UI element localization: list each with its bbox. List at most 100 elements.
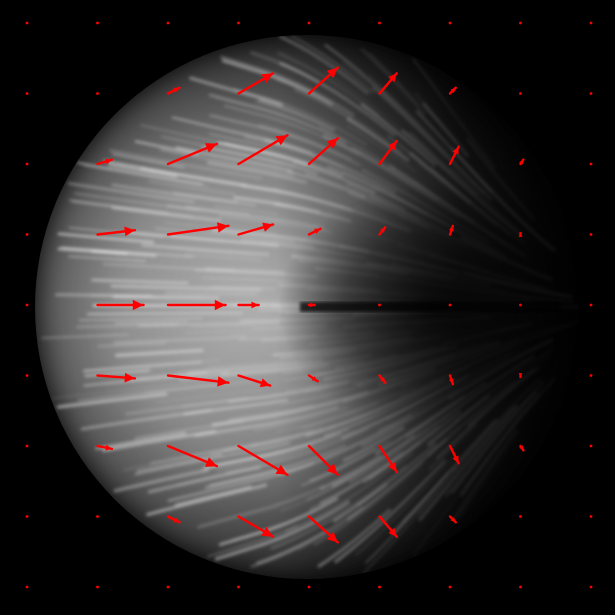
vector-arrow-dot	[96, 515, 99, 518]
vector-arrow	[589, 92, 593, 95]
vector-arrow	[519, 158, 525, 166]
vector-arrow	[96, 21, 99, 25]
vector-arrow-head	[326, 531, 338, 543]
vector-arrow-head	[326, 138, 338, 149]
vector-arrow-head	[519, 445, 524, 451]
vector-arrow-dot	[25, 233, 29, 236]
vector-arrow	[589, 515, 593, 518]
vector-arrows	[25, 21, 593, 589]
vector-arrow-dot	[589, 162, 593, 166]
vector-arrow	[378, 374, 387, 384]
vector-arrow	[25, 374, 29, 377]
vector-arrow-dot	[519, 515, 522, 518]
vector-arrow-head	[388, 527, 397, 537]
vector-arrow-head	[452, 455, 459, 464]
vector-arrow-dot	[307, 21, 311, 25]
vector-arrow	[166, 222, 230, 236]
vector-arrow	[519, 585, 522, 589]
vector-arrow	[237, 222, 275, 236]
vector-arrow-dot	[96, 585, 99, 589]
vector-arrow-head	[105, 444, 112, 451]
vector-arrow-head	[205, 457, 217, 467]
vector-arrow	[25, 233, 29, 236]
vector-arrow	[519, 92, 522, 95]
vector-arrow-head	[262, 222, 274, 232]
vector-arrow	[25, 515, 29, 518]
vector-arrow	[166, 142, 219, 166]
vector-arrow	[589, 233, 593, 236]
vector-arrow	[589, 374, 593, 377]
vector-arrow-dot	[25, 585, 29, 589]
vector-arrow-head	[214, 299, 226, 311]
vector-arrow-dot	[307, 585, 311, 589]
vector-arrow	[589, 162, 593, 166]
vector-arrow	[237, 72, 275, 95]
vector-arrow-dot	[589, 303, 593, 307]
vector-arrow	[96, 226, 137, 237]
vector-arrow-head	[380, 227, 386, 233]
vector-arrow	[237, 585, 240, 589]
vector-arrow	[25, 585, 29, 589]
vector-arrow	[307, 66, 339, 95]
vector-arrow	[519, 303, 522, 307]
vector-arrow	[25, 444, 29, 448]
vector-arrow	[589, 444, 593, 448]
vector-arrow	[378, 21, 381, 25]
vector-arrow-dot	[96, 21, 99, 25]
vector-arrow	[519, 444, 525, 452]
vector-arrow	[378, 444, 398, 474]
vector-arrow-head	[311, 376, 318, 382]
vector-arrow	[25, 303, 29, 307]
vector-arrow-head	[326, 463, 338, 475]
vector-arrow	[448, 444, 460, 465]
vector-arrow-head	[310, 302, 315, 308]
vector-arrow-head	[452, 146, 459, 155]
vector-arrow	[378, 139, 398, 166]
vector-arrow	[307, 21, 311, 25]
vector-arrow	[166, 515, 181, 524]
vector-arrow	[96, 585, 99, 589]
vector-arrow-dot	[378, 21, 381, 25]
vector-arrow-dot	[96, 92, 99, 95]
vector-arrow	[166, 374, 230, 387]
vector-arrow-head	[314, 228, 321, 234]
vector-arrow	[237, 374, 272, 388]
vector-arrow-head	[124, 226, 135, 237]
vector-arrow-dot	[519, 585, 522, 589]
vector-arrow-head	[388, 462, 397, 472]
vector-arrow-head	[261, 73, 274, 84]
vector-arrow-dot	[166, 585, 170, 589]
vector-arrow	[25, 162, 29, 166]
vector-arrow-head	[217, 376, 229, 387]
vector-arrow-dot	[519, 92, 522, 95]
vector-arrow-head	[105, 158, 112, 165]
vector-arrow-dot	[519, 21, 522, 25]
vector-arrow	[166, 21, 170, 25]
vector-arrow-dot	[448, 585, 452, 589]
vector-arrow-head	[448, 378, 454, 385]
vector-arrow-head	[124, 372, 135, 383]
vector-arrow-dot	[25, 162, 29, 166]
vector-arrow-dot	[519, 303, 522, 307]
vector-arrow	[307, 227, 322, 236]
vector-arrow-head	[450, 87, 456, 93]
vector-arrow-dot	[25, 92, 29, 95]
vector-arrow	[589, 21, 593, 25]
vector-arrow-dot	[589, 233, 593, 236]
vector-arrow	[448, 585, 452, 589]
vector-arrow-head	[450, 517, 456, 523]
vector-arrow-dot	[589, 92, 593, 95]
vector-arrow	[448, 21, 452, 25]
vector-arrow	[378, 303, 381, 307]
vector-arrow-dot	[589, 585, 593, 589]
vector-arrow-head	[518, 233, 523, 237]
vector-arrow-head	[388, 73, 397, 83]
vector-arrow-head	[275, 464, 288, 475]
vector-arrow	[519, 515, 522, 518]
vector-arrow-head	[448, 225, 454, 232]
vector-arrow	[307, 515, 339, 544]
vector-arrow-head	[173, 517, 180, 523]
